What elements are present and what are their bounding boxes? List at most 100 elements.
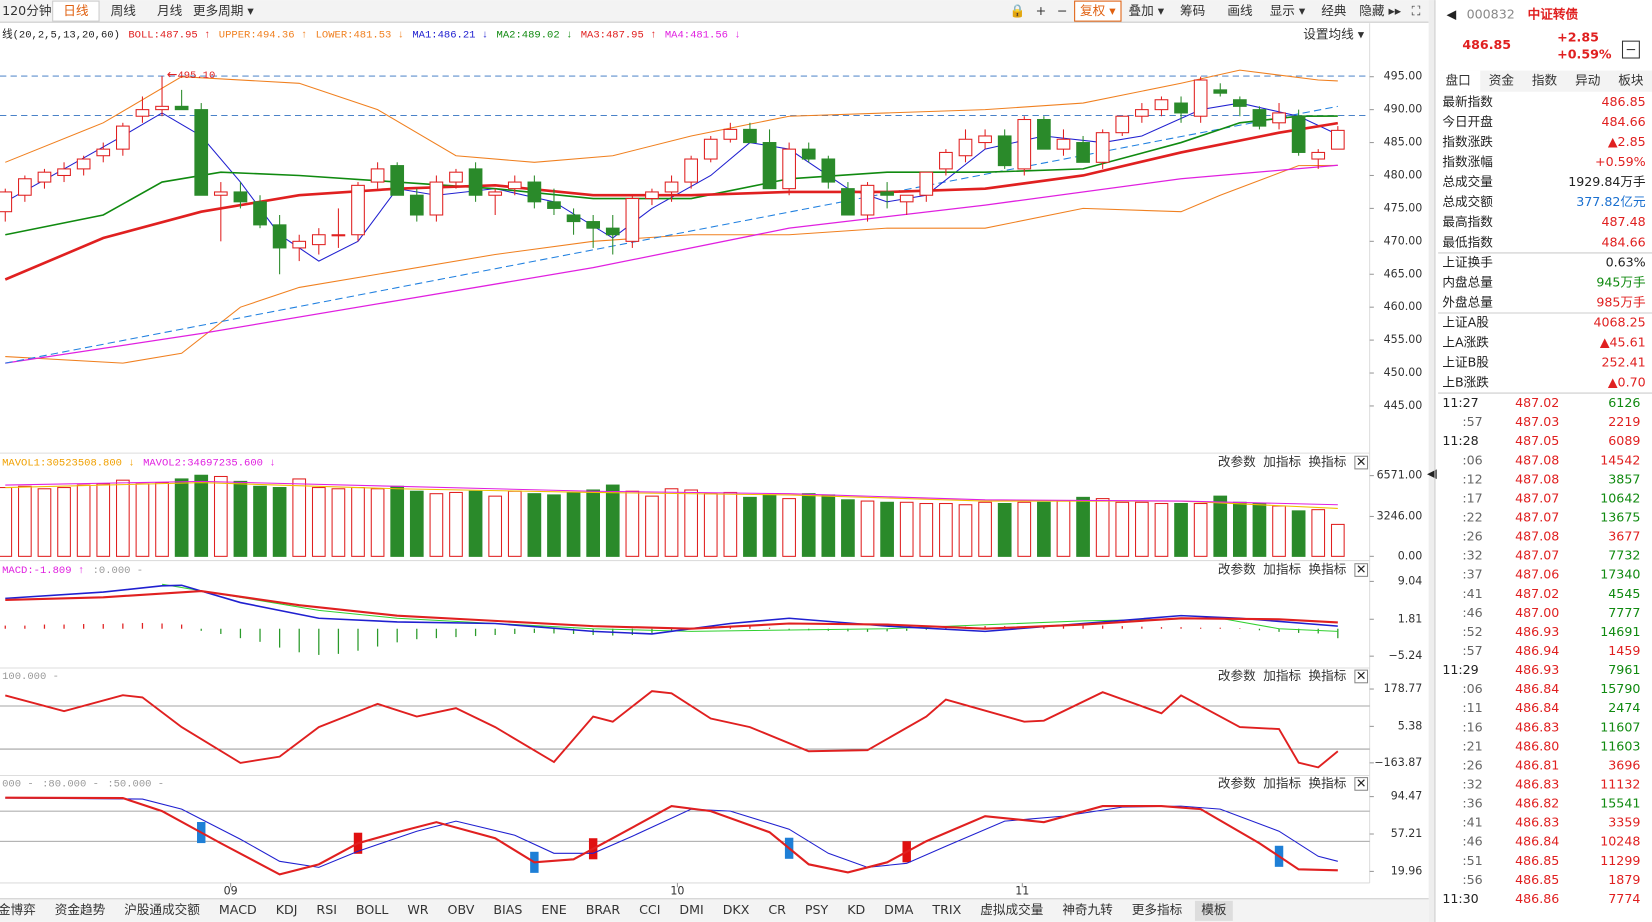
close-button[interactable]: ✕ [1356, 668, 1367, 683]
period-button[interactable]: 月线 [157, 3, 183, 18]
lock-icon[interactable]: 🔒 [1010, 3, 1026, 18]
indicator-tab[interactable]: BRAR [586, 902, 621, 917]
close-box[interactable] [1354, 563, 1369, 577]
panel-button[interactable]: 加指标 [1263, 668, 1301, 683]
close-button[interactable]: ✕ [1356, 775, 1367, 790]
indicator-tab[interactable]: MACD [219, 902, 257, 917]
indicator-tab[interactable]: 金博弈 [0, 902, 36, 917]
candle-body [860, 184, 875, 216]
tool-button[interactable]: 隐藏 ▸▸ [1359, 3, 1402, 18]
volume-bar [253, 485, 267, 557]
zoom-out-icon[interactable]: − [1057, 3, 1068, 18]
indicator-tab[interactable]: CR [768, 902, 786, 917]
indicator-tab[interactable]: 虚拟成交量 [980, 902, 1043, 917]
indicator-tab[interactable]: RSI [316, 902, 337, 917]
quote-tab[interactable]: 盘口 [1446, 73, 1471, 88]
indicator-tab[interactable]: 沪股通成交额 [124, 902, 200, 917]
tick-volume: 1459 [1608, 643, 1640, 658]
period-button[interactable]: 日线 [63, 3, 89, 18]
tick-time: :36 [1462, 796, 1482, 811]
indicator-tab[interactable]: DKX [723, 902, 750, 917]
candle-body [96, 148, 111, 157]
close-box[interactable] [1354, 777, 1369, 791]
candle-body [1291, 115, 1306, 153]
period-button[interactable]: 周线 [111, 3, 137, 18]
indicator-tab[interactable]: BIAS [493, 902, 522, 917]
indicator-tab[interactable]: 资金趋势 [55, 902, 106, 917]
candle-body [429, 181, 444, 216]
panel-button[interactable]: 加指标 [1263, 775, 1301, 790]
close-box[interactable] [1354, 669, 1369, 684]
tool-button[interactable]: 筹码 [1180, 3, 1205, 18]
zoom-in-icon[interactable]: + [1036, 3, 1047, 18]
panel-button[interactable]: 换指标 [1309, 668, 1347, 683]
quote-tab[interactable]: 指数 [1532, 73, 1558, 88]
panel-button[interactable]: 加指标 [1263, 454, 1301, 469]
indicator-tab[interactable]: CCI [639, 902, 660, 917]
candle-body [272, 224, 287, 249]
indicator-tab[interactable]: TRIX [931, 902, 961, 917]
candle-body [664, 181, 679, 193]
fullscreen-icon[interactable]: ⛶ [1411, 3, 1422, 18]
indicator-tab[interactable]: KDJ [276, 902, 298, 917]
indicator-tab[interactable]: KD [847, 902, 865, 917]
tool-button[interactable]: 复权 ▾ [1080, 3, 1116, 18]
tick-time: :41 [1462, 815, 1482, 830]
period-button[interactable]: 更多周期 ▾ [193, 3, 255, 18]
panel-button[interactable]: 换指标 [1309, 775, 1347, 790]
quote-tab[interactable]: 异动 [1575, 73, 1600, 88]
collapse-button[interactable] [1621, 40, 1640, 59]
indicator-tab[interactable]: BOLL [356, 902, 388, 917]
tick-volume: 10248 [1600, 834, 1640, 849]
indicator-tab[interactable]: 更多指标 [1132, 902, 1183, 917]
indicator-tab[interactable]: ENE [541, 902, 566, 917]
panel-button[interactable]: 换指标 [1309, 562, 1347, 577]
panel-button[interactable]: 换指标 [1309, 454, 1347, 469]
panel-button[interactable]: 加指标 [1263, 562, 1301, 577]
quote-label: 最新指数 [1442, 94, 1493, 109]
volume-bar [174, 478, 189, 557]
close-button[interactable]: ✕ [1356, 454, 1367, 469]
indicator-tab[interactable]: PSY [805, 902, 829, 917]
candle-body [958, 138, 973, 157]
tool-button[interactable]: 画线 [1227, 3, 1253, 18]
panel-button[interactable]: 改参数 [1218, 454, 1256, 469]
panel-button[interactable]: 改参数 [1218, 775, 1256, 790]
indicator-tab[interactable]: DMI [679, 902, 703, 917]
volume-bar [272, 487, 287, 557]
indicator-tab[interactable]: OBV [448, 902, 475, 917]
indicator-tab[interactable]: WR [407, 902, 428, 917]
close-box[interactable] [1354, 455, 1369, 470]
ma-settings[interactable]: 设置均线 ▾ [1303, 26, 1365, 41]
y-tick-label: 19.96 [1391, 864, 1423, 877]
volume-bar [292, 478, 307, 557]
volume-bar [370, 488, 385, 557]
candle-body [821, 158, 836, 183]
quote-value: 484.66 [1601, 114, 1645, 129]
legend-entry: :0.000 - [93, 565, 143, 577]
back-arrow[interactable]: ◀ [1447, 6, 1457, 21]
indicator-tab[interactable]: DMA [884, 902, 914, 917]
legend-entry: MA3:487.95 ↑ [581, 30, 657, 42]
close-button[interactable]: ✕ [1356, 562, 1367, 577]
quote-tab[interactable]: 板块 [1618, 73, 1644, 88]
tool-button[interactable]: 经典 [1321, 3, 1347, 18]
indicator-tab[interactable]: 模板 [1201, 902, 1227, 917]
tool-button[interactable]: 叠加 ▾ [1128, 3, 1164, 18]
period-button[interactable]: 120分钟 [2, 3, 51, 18]
panel-button[interactable]: 改参数 [1218, 562, 1256, 577]
volume-bar [605, 484, 620, 557]
tool-button[interactable]: 显示 ▾ [1270, 3, 1306, 18]
splitter-arrow[interactable]: ◀ [1427, 466, 1437, 481]
panel-button[interactable]: 改参数 [1218, 668, 1256, 683]
indicator-tab[interactable]: 神奇九转 [1062, 902, 1113, 917]
candle-body [390, 165, 405, 196]
quote-label: 上证换手 [1442, 254, 1493, 269]
splitter[interactable] [1428, 0, 1435, 922]
tick-time: :57 [1462, 414, 1482, 429]
quote-value: ▲0.70 [1608, 375, 1646, 390]
tick-time: :46 [1462, 605, 1482, 620]
quote-tab[interactable]: 资金 [1489, 73, 1515, 88]
